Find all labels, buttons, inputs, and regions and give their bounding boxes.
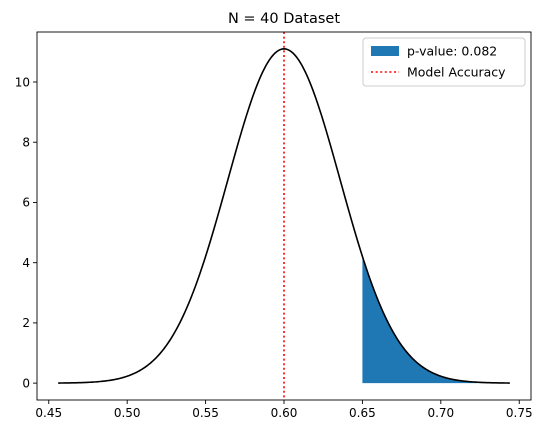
y-tick-label: 4 <box>22 256 30 270</box>
y-tick-label: 8 <box>22 136 30 150</box>
x-tick-label: 0.75 <box>506 406 533 420</box>
plot-area <box>36 31 532 401</box>
x-tick-label: 0.45 <box>35 406 62 420</box>
x-tick-label: 0.65 <box>349 406 376 420</box>
y-tick-label: 10 <box>15 75 30 89</box>
legend: p-value: 0.082 Model Accuracy <box>362 37 526 87</box>
density-curve <box>58 48 510 384</box>
y-tick-label: 6 <box>22 196 30 210</box>
x-tick-label: 0.50 <box>114 406 141 420</box>
pvalue-region <box>362 256 510 384</box>
x-tick-label: 0.70 <box>427 406 454 420</box>
legend-box <box>362 37 526 87</box>
y-tick-label: 0 <box>22 376 30 390</box>
y-tick-label: 2 <box>22 316 30 330</box>
x-tick-label: 0.55 <box>192 406 219 420</box>
y-axis: 0 2 4 6 8 10 <box>15 75 37 390</box>
chart-title: N = 40 Dataset <box>228 11 340 27</box>
x-tick-label: 0.60 <box>271 406 298 420</box>
legend-swatch-pvalue <box>371 46 399 56</box>
x-axis: 0.45 0.50 0.55 0.60 0.65 0.70 0.75 <box>35 400 533 420</box>
legend-label-pvalue: p-value: 0.082 <box>407 44 497 59</box>
legend-label-accuracy: Model Accuracy <box>407 65 506 80</box>
